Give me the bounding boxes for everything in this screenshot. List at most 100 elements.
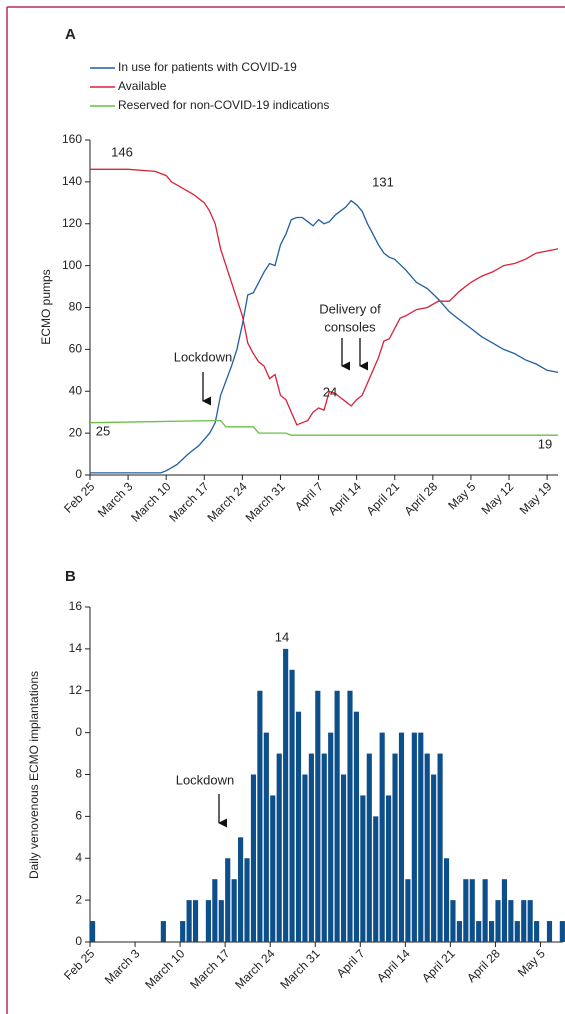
y-tick-label: 60 bbox=[69, 342, 83, 356]
bar bbox=[218, 900, 224, 942]
bar bbox=[437, 753, 443, 942]
bar bbox=[495, 900, 501, 942]
series-line bbox=[90, 199, 559, 474]
x-tick-label: March 31 bbox=[277, 946, 323, 992]
y-tick-label: 6 bbox=[75, 809, 82, 823]
y-tick-label: 4 bbox=[75, 850, 82, 864]
bar bbox=[514, 921, 520, 942]
bar bbox=[463, 879, 469, 942]
series-line bbox=[89, 419, 558, 436]
bar bbox=[212, 879, 218, 942]
x-tick-label: April 21 bbox=[363, 479, 402, 518]
bar bbox=[424, 753, 430, 942]
panel-label: A bbox=[65, 26, 76, 43]
y-tick-label: 12 bbox=[69, 683, 83, 697]
bar bbox=[321, 753, 327, 942]
y-tick-label: 80 bbox=[69, 300, 83, 314]
bar bbox=[360, 795, 366, 942]
x-tick-label: May 5 bbox=[515, 946, 548, 979]
bar bbox=[476, 921, 482, 942]
bar bbox=[392, 753, 398, 942]
bar bbox=[418, 732, 424, 942]
bar bbox=[443, 858, 450, 942]
y-axis-title: ECMO pumps bbox=[39, 269, 53, 344]
panel-label: B bbox=[65, 568, 76, 585]
y-tick-label: 20 bbox=[69, 425, 83, 439]
annotation: 14 bbox=[275, 629, 289, 644]
bar bbox=[353, 711, 359, 942]
bar bbox=[527, 900, 533, 942]
y-tick-label: 140 bbox=[62, 174, 82, 188]
bar bbox=[192, 900, 199, 942]
bar bbox=[501, 879, 508, 942]
bar bbox=[238, 837, 244, 942]
x-tick-label: March 10 bbox=[142, 946, 188, 992]
x-tick-label: March 24 bbox=[232, 946, 278, 992]
bar bbox=[160, 921, 166, 942]
bar bbox=[340, 774, 347, 942]
x-tick-label: March 10 bbox=[128, 479, 174, 525]
y-tick-label: 14 bbox=[69, 641, 83, 655]
annotation: 131 bbox=[372, 174, 394, 189]
y-tick-label: 16 bbox=[69, 599, 83, 613]
bar bbox=[411, 732, 417, 942]
x-tick-label: March 31 bbox=[243, 479, 289, 525]
y-tick-label: 160 bbox=[62, 132, 82, 146]
bar bbox=[431, 774, 437, 942]
bar bbox=[334, 690, 340, 942]
bar bbox=[244, 858, 250, 942]
bar bbox=[328, 732, 334, 942]
bar bbox=[508, 900, 514, 942]
bar bbox=[225, 858, 231, 942]
bar bbox=[482, 879, 488, 942]
bar bbox=[295, 711, 302, 942]
x-tick-label: April 14 bbox=[325, 479, 364, 518]
y-tick-label: 40 bbox=[69, 383, 83, 397]
y-tick-label: 8 bbox=[75, 767, 82, 781]
x-tick-label: Feb 25 bbox=[61, 946, 98, 983]
bar bbox=[534, 921, 540, 942]
bar bbox=[450, 900, 456, 942]
x-tick-label: March 3 bbox=[102, 946, 143, 987]
x-tick-label: April 14 bbox=[374, 946, 413, 985]
bar bbox=[276, 753, 282, 942]
annotation: Lockdown bbox=[174, 349, 233, 364]
x-tick-label: May 5 bbox=[445, 479, 478, 512]
bar bbox=[559, 921, 565, 942]
bar bbox=[488, 921, 495, 942]
y-tick-label: 0 bbox=[75, 467, 82, 481]
bar bbox=[270, 795, 276, 942]
bar bbox=[398, 732, 405, 942]
legend-label: Available bbox=[118, 79, 167, 93]
bar bbox=[315, 690, 321, 942]
legend-label: In use for patients with COVID-19 bbox=[118, 60, 297, 74]
x-tick-label: April 28 bbox=[464, 946, 503, 985]
x-tick-label: Feb 25 bbox=[61, 479, 98, 516]
annotation: consoles bbox=[324, 319, 376, 334]
annotation: 19 bbox=[538, 436, 552, 451]
bar bbox=[366, 753, 372, 942]
series-line bbox=[90, 168, 559, 426]
x-tick-label: April 7 bbox=[292, 479, 326, 513]
x-tick-label: April 28 bbox=[402, 479, 441, 518]
y-axis-title: Daily venovenous ECMO implantations bbox=[27, 671, 41, 879]
bar bbox=[469, 879, 475, 942]
bar bbox=[405, 879, 411, 942]
bar bbox=[283, 648, 289, 942]
y-tick-label: 2 bbox=[75, 892, 82, 906]
legend-label: Reserved for non-COVID-19 indications bbox=[118, 98, 329, 112]
bar bbox=[302, 774, 308, 942]
bar bbox=[521, 900, 527, 942]
x-tick-label: April 7 bbox=[334, 946, 368, 980]
bar bbox=[373, 816, 379, 942]
bar bbox=[90, 921, 96, 942]
bar bbox=[308, 753, 314, 942]
bar bbox=[347, 690, 353, 942]
bar bbox=[379, 732, 385, 942]
annotation: 146 bbox=[111, 144, 133, 159]
annotation: 25 bbox=[96, 423, 110, 438]
bar bbox=[263, 732, 269, 942]
x-tick-label: April 21 bbox=[419, 946, 458, 985]
